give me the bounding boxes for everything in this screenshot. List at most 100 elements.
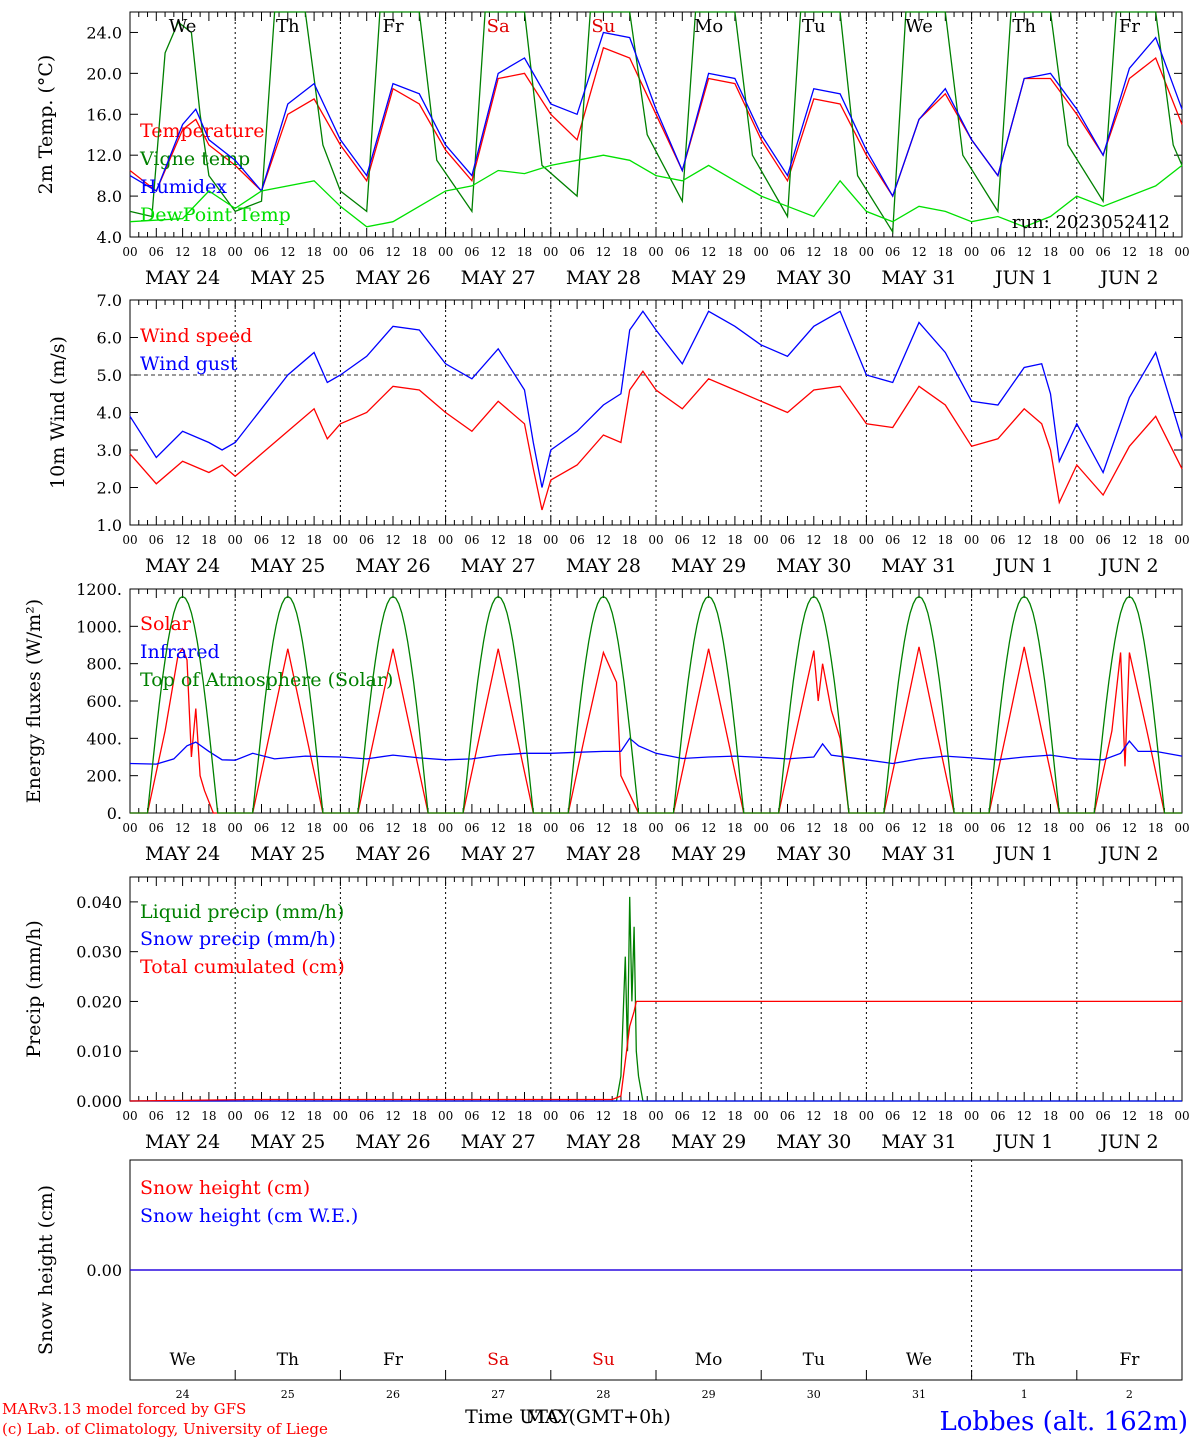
legend-entry: Liquid precip (mm/h) [140, 901, 344, 923]
hour-tick-label: 06 [464, 533, 479, 547]
hour-tick-label: 12 [701, 1109, 716, 1123]
hour-tick-label: 00 [1174, 1109, 1189, 1123]
hour-tick-label: 18 [306, 533, 321, 547]
hour-tick-label: 12 [280, 821, 295, 835]
y-tick-label: 5.0 [97, 366, 122, 385]
hour-tick-label: 00 [228, 245, 243, 259]
hour-tick-label: 00 [1069, 821, 1084, 835]
hour-tick-label: 06 [675, 533, 690, 547]
hour-tick-label: 06 [780, 1109, 795, 1123]
day-number: 27 [491, 1388, 505, 1401]
date-label: MAY 26 [355, 843, 430, 865]
hour-tick-label: 12 [806, 1109, 821, 1123]
y-tick-label: 0. [107, 804, 122, 823]
hour-tick-label: 18 [622, 533, 637, 547]
series-line-wind-gust [129, 310, 1183, 488]
hour-tick-label: 18 [1043, 1109, 1058, 1123]
weekday-label: Th [1013, 1350, 1035, 1370]
hour-tick-label: 00 [859, 533, 874, 547]
hour-tick-label: 12 [491, 821, 506, 835]
weekday-label: Th [277, 1350, 299, 1370]
month-label: MAY [526, 1406, 571, 1428]
date-label: MAY 31 [881, 555, 956, 577]
y-tick-label: 3.0 [97, 441, 122, 460]
hour-tick-label: 06 [990, 533, 1005, 547]
hour-tick-label: 06 [359, 821, 374, 835]
hour-tick-label: 00 [859, 1109, 874, 1123]
date-label: JUN 1 [993, 555, 1053, 577]
hour-tick-label: 18 [412, 821, 427, 835]
hour-tick-label: 12 [911, 533, 926, 547]
hour-tick-label: 12 [1017, 245, 1032, 259]
hour-tick-label: 12 [806, 245, 821, 259]
hour-tick-label: 18 [412, 533, 427, 547]
hour-tick-label: 06 [1095, 245, 1110, 259]
hour-tick-label: 12 [596, 821, 611, 835]
series-line-liquid-precip-mm-h- [130, 896, 1182, 1102]
y-tick-label: 0.020 [76, 992, 122, 1011]
hour-tick-label: 00 [754, 1109, 769, 1123]
hour-tick-label: 06 [990, 1109, 1005, 1123]
day-number: 29 [702, 1388, 716, 1401]
weekday-label: Tu [803, 1350, 825, 1370]
legend-entry: Total cumulated (cm) [140, 956, 345, 978]
hour-tick-label: 18 [1148, 533, 1163, 547]
hour-tick-label: 12 [596, 1109, 611, 1123]
date-label: JUN 2 [1098, 1131, 1158, 1153]
hour-tick-label: 18 [832, 821, 847, 835]
hour-tick-label: 00 [754, 245, 769, 259]
hour-tick-label: 06 [569, 1109, 584, 1123]
date-label: MAY 29 [671, 843, 746, 865]
hour-tick-label: 00 [228, 533, 243, 547]
hour-tick-label: 18 [306, 245, 321, 259]
weekday-label: We [170, 1350, 196, 1370]
weekday-header: Th [1012, 16, 1036, 37]
date-label: MAY 26 [355, 267, 430, 289]
hour-tick-label: 18 [1043, 821, 1058, 835]
legend-entry: Snow height (cm W.E.) [140, 1205, 358, 1227]
hour-tick-label: 00 [122, 821, 137, 835]
hour-tick-label: 18 [412, 245, 427, 259]
y-tick-label: 1200. [76, 580, 122, 599]
legend-entry: Snow precip (mm/h) [140, 928, 336, 950]
hour-tick-label: 00 [122, 1109, 137, 1123]
hour-tick-label: 00 [438, 245, 453, 259]
hour-tick-label: 12 [1122, 821, 1137, 835]
hour-tick-label: 18 [201, 1109, 216, 1123]
date-label: MAY 28 [566, 1131, 641, 1153]
hour-tick-label: 18 [306, 821, 321, 835]
hour-tick-label: 12 [385, 245, 400, 259]
series-line-vigne-temp [129, 11, 1183, 234]
y-tick-label: 0.010 [76, 1042, 122, 1061]
hour-tick-label: 00 [438, 1109, 453, 1123]
hour-tick-label: 18 [832, 245, 847, 259]
date-label: MAY 28 [566, 843, 641, 865]
y-axis-title: Energy fluxes (W/m²) [23, 599, 45, 803]
date-label: MAY 29 [671, 1131, 746, 1153]
hour-tick-label: 18 [938, 821, 953, 835]
legend-entry: DewPoint Temp [140, 204, 291, 226]
hour-tick-label: 06 [254, 245, 269, 259]
hour-tick-label: 06 [990, 245, 1005, 259]
hour-tick-label: 00 [1174, 821, 1189, 835]
weekday-label: We [906, 1350, 932, 1370]
hour-tick-label: 00 [543, 245, 558, 259]
series-line-top-of-atmosphere-solar- [130, 595, 1182, 814]
hour-tick-label: 06 [149, 1109, 164, 1123]
y-tick-label: 1000. [76, 617, 122, 636]
hour-tick-label: 18 [727, 1109, 742, 1123]
weekday-header: Su [591, 16, 615, 37]
hour-tick-label: 18 [1148, 821, 1163, 835]
hour-tick-label: 00 [228, 821, 243, 835]
date-label: MAY 31 [881, 843, 956, 865]
legend-entry: Humidex [140, 176, 227, 198]
date-label: JUN 2 [1098, 555, 1158, 577]
y-tick-label: 20.0 [86, 64, 122, 83]
hour-tick-label: 06 [1095, 821, 1110, 835]
time-axis-title: Time UTC (GMT+0h) [465, 1406, 671, 1428]
hour-tick-label: 06 [569, 821, 584, 835]
hour-tick-label: 00 [1069, 1109, 1084, 1123]
hour-tick-label: 06 [254, 1109, 269, 1123]
y-tick-label: 4.0 [97, 228, 122, 247]
